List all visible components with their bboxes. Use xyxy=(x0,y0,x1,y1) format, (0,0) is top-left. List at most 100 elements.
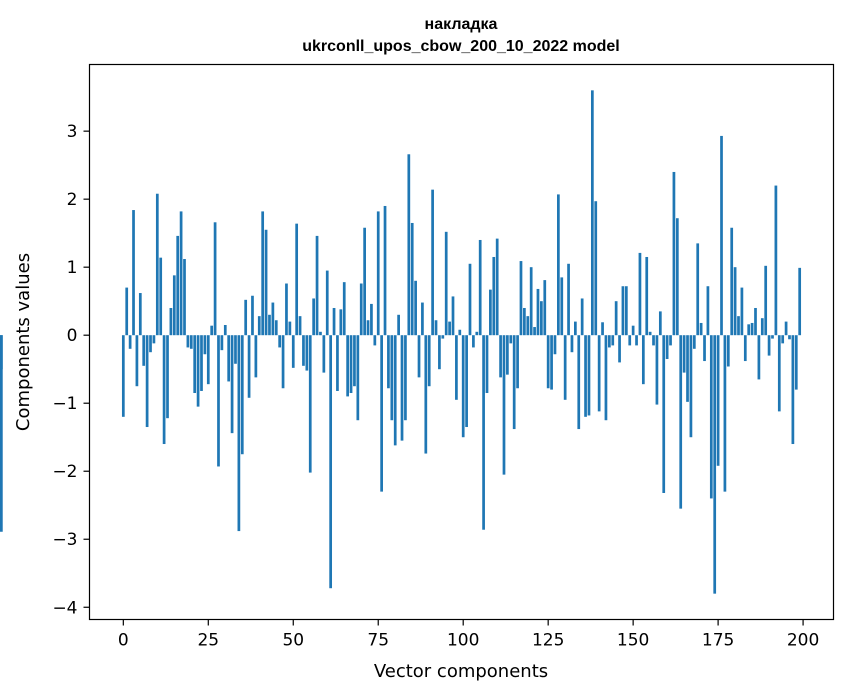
bar-155 xyxy=(648,331,652,336)
bar-50 xyxy=(291,335,295,368)
bar-97 xyxy=(451,296,455,336)
bar-23 xyxy=(200,335,203,391)
bar-10 xyxy=(155,193,159,336)
bar-183 xyxy=(743,335,747,362)
bar-164 xyxy=(679,335,683,509)
bar-126 xyxy=(550,335,553,390)
bar-65 xyxy=(342,282,346,336)
bar-137 xyxy=(587,335,591,416)
bar-11 xyxy=(159,257,163,336)
bar-154 xyxy=(645,256,649,336)
y-tick-label: −3 xyxy=(52,530,77,550)
bar-107 xyxy=(485,335,489,394)
bar-37 xyxy=(247,335,251,398)
bar-8 xyxy=(149,335,152,353)
bar-90 xyxy=(427,335,431,387)
bar-48 xyxy=(285,283,288,336)
bar-190 xyxy=(767,335,771,356)
bar-179 xyxy=(730,227,734,336)
bar-162 xyxy=(672,171,676,336)
bar-133 xyxy=(574,321,577,336)
bar-5 xyxy=(138,293,142,336)
bar-54 xyxy=(305,335,309,371)
bar-53 xyxy=(302,335,305,366)
bar-185 xyxy=(750,322,754,336)
bar-16 xyxy=(176,235,180,336)
bar-47 xyxy=(281,335,285,389)
bar-73 xyxy=(370,303,373,336)
x-tick-label: 175 xyxy=(702,631,734,651)
bar-91 xyxy=(431,189,434,336)
bar-96 xyxy=(448,321,451,336)
bar-101 xyxy=(465,335,468,428)
bar-118 xyxy=(523,307,526,336)
bar-79 xyxy=(390,335,394,421)
bar-35 xyxy=(240,335,244,455)
bar-69 xyxy=(356,335,360,421)
bar-82 xyxy=(400,335,404,441)
bar-167 xyxy=(689,335,693,438)
bar-136 xyxy=(584,335,587,417)
bar-158 xyxy=(658,311,662,336)
y-tick-label: 0 xyxy=(67,326,78,346)
bar-149 xyxy=(628,335,632,346)
bar-147 xyxy=(621,286,625,336)
bar-30 xyxy=(223,325,227,336)
bar-57 xyxy=(315,235,319,336)
bar-150 xyxy=(631,325,635,336)
bar-99 xyxy=(458,329,462,336)
bar-119 xyxy=(526,316,530,336)
bar-146 xyxy=(618,335,621,363)
bar-18 xyxy=(183,259,186,336)
bar-187 xyxy=(757,335,761,380)
bar-14 xyxy=(169,307,173,336)
bar-22 xyxy=(196,335,200,407)
bar-105 xyxy=(478,239,482,336)
bar-4 xyxy=(135,335,139,387)
bar-181 xyxy=(737,316,740,336)
bar-132 xyxy=(570,335,574,353)
bar-98 xyxy=(455,335,458,400)
bar-175 xyxy=(716,335,720,466)
bar-56 xyxy=(312,298,316,336)
bar-100 xyxy=(461,335,465,438)
bar-3 xyxy=(132,210,135,336)
bar-12 xyxy=(162,335,166,445)
bar-180 xyxy=(733,267,737,336)
bar-59 xyxy=(322,335,326,373)
bar-66 xyxy=(346,335,349,397)
bar-103 xyxy=(472,335,475,348)
chart-title: накладка xyxy=(425,16,498,33)
bar-134 xyxy=(577,335,581,430)
bar-75 xyxy=(376,211,380,336)
bar-19 xyxy=(186,335,190,348)
bar-84 xyxy=(407,154,411,336)
bar-159 xyxy=(662,335,666,493)
bar-189 xyxy=(764,265,768,336)
bar-6 xyxy=(142,335,146,366)
bar-45 xyxy=(274,320,278,336)
bar-106 xyxy=(482,335,485,530)
x-axis-ticks: 0 25 50 75 100 125 150 175 200 xyxy=(118,619,819,651)
bar-163 xyxy=(675,218,679,336)
bar-145 xyxy=(614,301,618,336)
bar-60 xyxy=(325,270,329,336)
bar-17 xyxy=(179,211,183,336)
bars-group xyxy=(0,90,802,594)
bar-26 xyxy=(210,325,214,336)
bar-49 xyxy=(288,321,292,336)
bar-160 xyxy=(665,335,669,360)
bar-172 xyxy=(706,286,710,336)
bar-116 xyxy=(516,335,519,389)
x-tick-label: 150 xyxy=(617,631,649,651)
bar-157 xyxy=(655,335,659,405)
bar-193 xyxy=(777,335,781,412)
bar-71 xyxy=(363,227,366,336)
bar-135 xyxy=(580,298,584,336)
bar-168 xyxy=(692,335,696,349)
bar-171 xyxy=(703,335,706,362)
bar-58 xyxy=(319,331,322,336)
bar-182 xyxy=(740,287,744,336)
bar-102 xyxy=(468,263,472,336)
bar-25 xyxy=(206,335,210,385)
